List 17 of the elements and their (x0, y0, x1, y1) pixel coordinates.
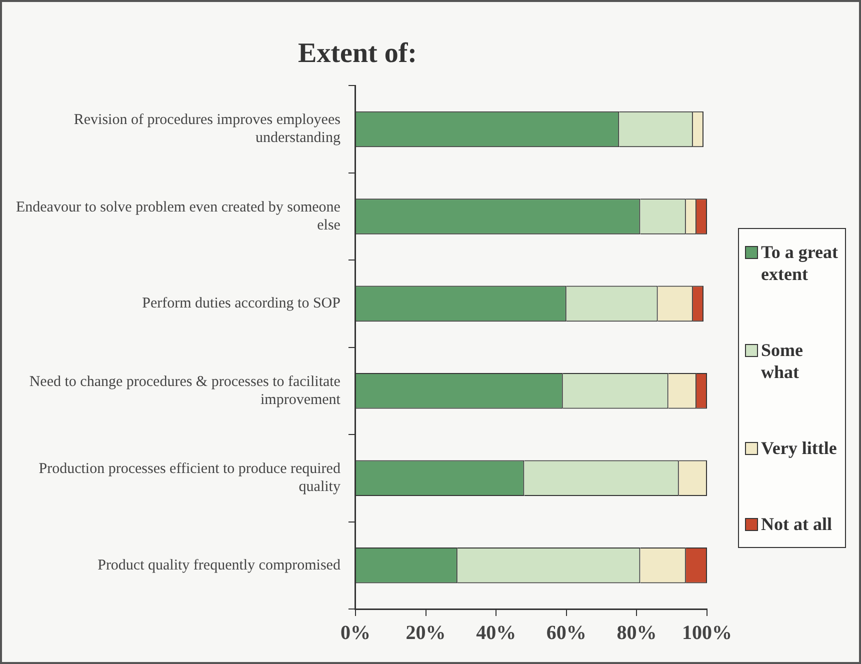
y-tick-label: Endeavour to solve problem even created by someone else (16, 199, 341, 234)
x-tick-label: 0% (340, 622, 370, 644)
y-tick-label: Need to change procedures & processes to facilitate improvement (29, 374, 342, 408)
legend-label: Some what (761, 339, 804, 383)
legend-label: Very little (761, 437, 837, 459)
x-tick-label: 40% (476, 622, 516, 644)
x-tick-label: 60% (546, 622, 586, 644)
y-tick-label: Production processes efficient to produce required quality (38, 461, 341, 496)
x-tick-label: 80% (616, 622, 657, 644)
x-tick-label: 20% (406, 622, 446, 644)
x-tick-label: 100% (682, 622, 732, 644)
y-tick-label: Revision of procedures improves employees understanding (74, 112, 341, 146)
y-tick-label: Perform duties according to SOP (142, 296, 340, 312)
legend-label: To a great extent (761, 241, 839, 285)
legend-label: Not at all (761, 513, 832, 535)
chart-title: Extent of: (298, 38, 417, 70)
y-tick-label: Product quality frequently compromised (98, 557, 341, 574)
